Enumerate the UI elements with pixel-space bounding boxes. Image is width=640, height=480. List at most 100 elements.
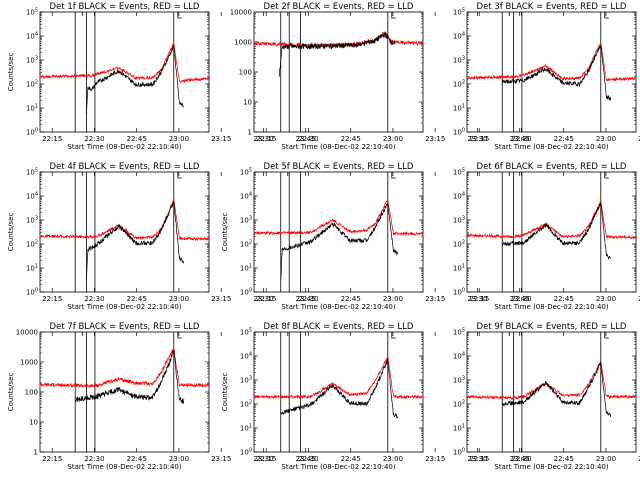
x-tick-label: 23:30 bbox=[467, 455, 487, 463]
y-tick-label: 105 bbox=[453, 328, 465, 337]
y-tick-label: 102 bbox=[26, 240, 38, 249]
plot-frame bbox=[466, 171, 637, 293]
series-black-events bbox=[501, 202, 611, 260]
plot-frame bbox=[466, 11, 637, 133]
marker-flag bbox=[604, 172, 609, 179]
marker-flag bbox=[604, 12, 609, 19]
x-tick-label: 23:30 bbox=[253, 295, 273, 303]
panel-det-8: Det 8f BLACK = Events, RED = LLD 100 101 10… bbox=[221, 322, 530, 471]
panel-det-4: Det 4f BLACK = Events, RED = LLD 100 101 10… bbox=[7, 162, 316, 311]
panel-title: Det 4f BLACK = Events, RED = LLD bbox=[50, 162, 200, 172]
x-tick-label: 23:30 bbox=[467, 135, 487, 143]
plot-frame bbox=[253, 331, 424, 453]
series-black-events bbox=[74, 349, 184, 404]
y-tick-label: 104 bbox=[453, 32, 465, 41]
series-red-lld bbox=[466, 200, 637, 240]
plot-frame bbox=[466, 331, 637, 453]
x-tick-label: 23:15 bbox=[638, 455, 640, 463]
y-tick-label: 105 bbox=[240, 328, 252, 337]
marker-flag bbox=[177, 12, 182, 19]
x-tick-label: 22:15 bbox=[469, 135, 489, 143]
x-tick-label: 22:30 bbox=[84, 135, 104, 143]
y-tick-label: 10000 bbox=[230, 9, 252, 17]
y-tick-label: 101 bbox=[240, 424, 252, 433]
x-tick-label: 23:15 bbox=[211, 135, 231, 143]
x-tick-label: 22:15 bbox=[256, 455, 276, 463]
x-tick-label: 23:15 bbox=[638, 295, 640, 303]
x-tick-label: 22:45 bbox=[341, 135, 361, 143]
marker-flag bbox=[391, 332, 396, 339]
x-tick-label: 23:00 bbox=[596, 135, 616, 143]
x-tick-label: 22:45 bbox=[127, 455, 147, 463]
x-tick-label: 23:45 bbox=[510, 295, 530, 303]
y-tick-label: 101 bbox=[453, 264, 465, 273]
x-tick-label: 22:15 bbox=[256, 135, 276, 143]
x-tick-label: 22:45 bbox=[127, 295, 147, 303]
panel-title: Det 2f BLACK = Events, RED = LLD bbox=[264, 2, 414, 12]
x-tick-label: 23:15 bbox=[638, 135, 640, 143]
x-tick-label: 23:45 bbox=[510, 135, 530, 143]
x-tick-label: 22:45 bbox=[341, 295, 361, 303]
x-tick-label: 23:00 bbox=[383, 455, 403, 463]
panel-det-3: Det 3f BLACK = Events, RED = LLD 100 101 10… bbox=[453, 2, 640, 151]
x-tick-label: 23:30 bbox=[253, 135, 273, 143]
x-tick-label: 23:30 bbox=[467, 295, 487, 303]
y-tick-label: 102 bbox=[240, 400, 252, 409]
y-axis-label: Counts/sec bbox=[221, 373, 229, 412]
y-tick-label: 102 bbox=[240, 240, 252, 249]
y-tick-label: 105 bbox=[240, 168, 252, 177]
panel-title: Det 7f BLACK = Events, RED = LLD bbox=[50, 322, 200, 332]
x-tick-label: 23:00 bbox=[383, 135, 403, 143]
y-tick-label: 105 bbox=[26, 168, 38, 177]
y-tick-label: 100 bbox=[25, 389, 38, 397]
y-tick-label: 102 bbox=[453, 240, 465, 249]
x-tick-label: 22:45 bbox=[554, 295, 574, 303]
series-black-events bbox=[86, 201, 184, 279]
series-red-lld bbox=[466, 361, 637, 401]
x-tick-label: 22:15 bbox=[469, 455, 489, 463]
panel-title: Det 6f BLACK = Events, RED = LLD bbox=[477, 162, 627, 172]
x-axis-label: Start Time (08-Dec-02 22:10:40) bbox=[281, 143, 395, 151]
y-tick-label: 103 bbox=[453, 376, 465, 385]
y-axis-label: Counts/sec bbox=[221, 213, 229, 252]
y-tick-label: 105 bbox=[453, 168, 465, 177]
x-tick-label: 22:30 bbox=[84, 295, 104, 303]
y-tick-label: 100 bbox=[453, 288, 465, 297]
y-tick-label: 104 bbox=[26, 32, 38, 41]
y-tick-label: 1000 bbox=[20, 359, 38, 367]
x-tick-label: 23:00 bbox=[169, 455, 189, 463]
plot-frame bbox=[253, 171, 424, 293]
series-black-events bbox=[86, 44, 184, 115]
series-red-lld bbox=[253, 356, 424, 400]
x-tick-label: 23:00 bbox=[596, 455, 616, 463]
panel-det-9: Det 9f BLACK = Events, RED = LLD 100 101 10… bbox=[453, 322, 640, 471]
y-tick-label: 1 bbox=[248, 129, 252, 137]
y-tick-label: 104 bbox=[26, 192, 38, 201]
series-black-events bbox=[279, 31, 396, 77]
series-black-events bbox=[280, 357, 398, 419]
y-tick-label: 100 bbox=[240, 288, 252, 297]
panel-det-6: Det 6f BLACK = Events, RED = LLD 100 101 10… bbox=[453, 162, 640, 311]
x-tick-label: 23:45 bbox=[510, 455, 530, 463]
y-tick-label: 100 bbox=[26, 128, 38, 137]
panel-title: Det 3f BLACK = Events, RED = LLD bbox=[477, 2, 627, 12]
y-tick-label: 104 bbox=[240, 352, 252, 361]
series-black-events bbox=[501, 362, 611, 417]
x-tick-label: 22:15 bbox=[42, 295, 62, 303]
y-tick-label: 104 bbox=[453, 352, 465, 361]
x-tick-label: 22:15 bbox=[256, 295, 276, 303]
panel-title: Det 1f BLACK = Events, RED = LLD bbox=[50, 2, 200, 12]
x-axis-label: Start Time (08-Dec-02 22:10:40) bbox=[281, 463, 395, 471]
series-black-events bbox=[501, 45, 611, 101]
x-axis-label: Start Time (08-Dec-02 22:10:40) bbox=[67, 303, 181, 311]
x-tick-label: 22:30 bbox=[511, 135, 531, 143]
x-tick-label: 22:45 bbox=[127, 135, 147, 143]
x-tick-label: 23:00 bbox=[169, 295, 189, 303]
y-tick-label: 100 bbox=[240, 448, 252, 457]
x-tick-label: 22:15 bbox=[42, 135, 62, 143]
y-tick-label: 101 bbox=[26, 264, 38, 273]
series-red-lld bbox=[253, 199, 424, 237]
x-tick-label: 23:45 bbox=[296, 455, 316, 463]
x-tick-label: 22:30 bbox=[511, 455, 531, 463]
